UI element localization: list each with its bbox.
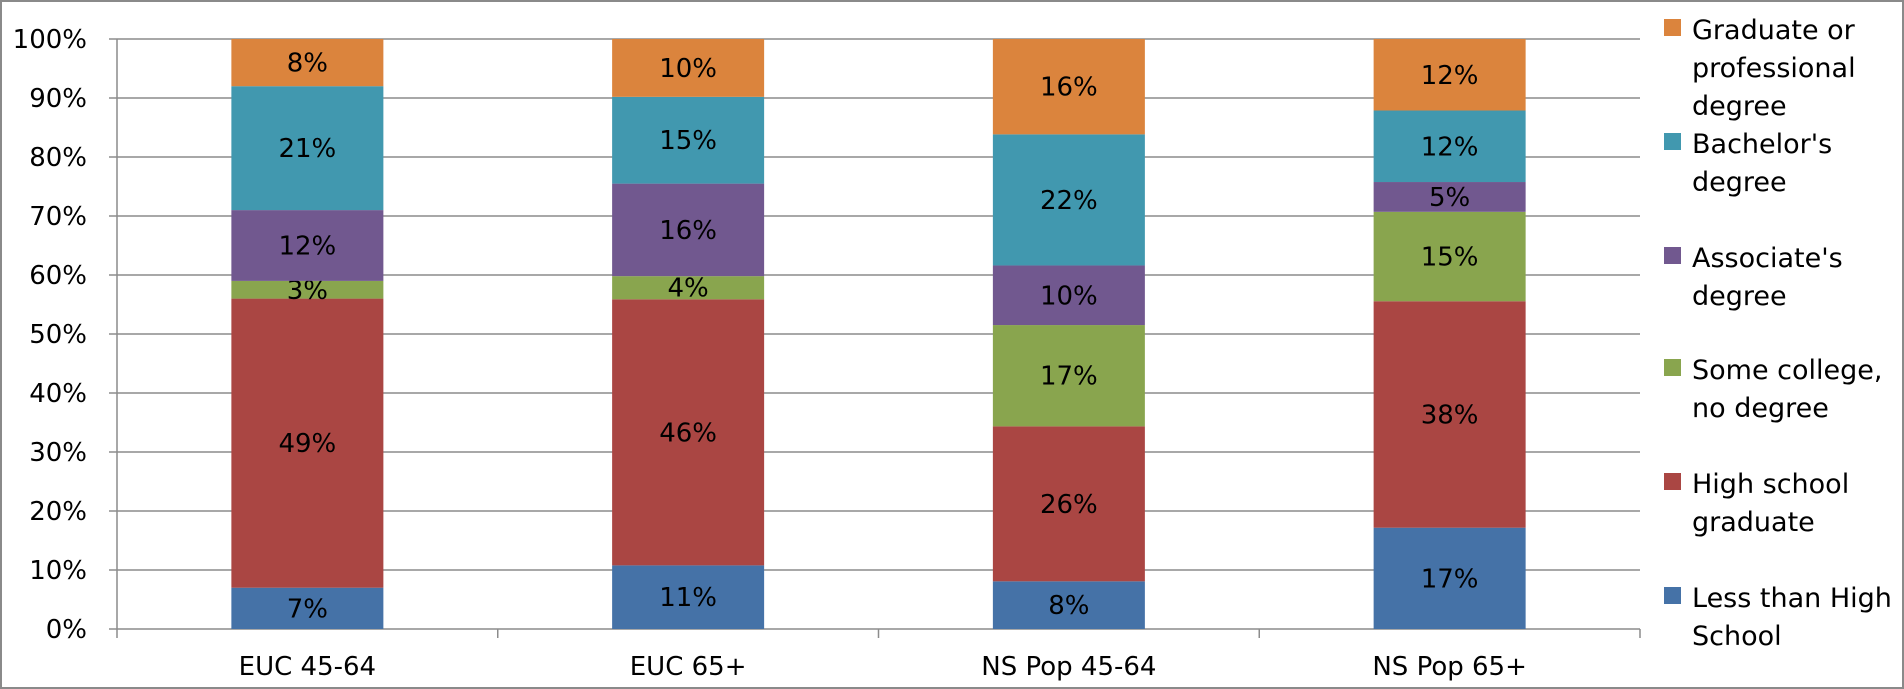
data-label: 8% — [1048, 591, 1089, 621]
legend-swatch — [1664, 133, 1681, 150]
bar-segment — [231, 86, 384, 211]
data-label: 21% — [278, 134, 336, 164]
data-label: 16% — [1040, 73, 1098, 103]
legend-label: degree — [1692, 91, 1787, 122]
legend-label: Associate's — [1692, 243, 1843, 274]
bar-segment — [1373, 211, 1526, 302]
bar-segment — [612, 96, 765, 184]
data-label: 8% — [287, 49, 328, 79]
bar-segment — [992, 39, 1145, 135]
x-category-label: EUC 45-64 — [239, 652, 376, 682]
bar-segment — [612, 299, 765, 566]
data-label: 5% — [1429, 183, 1470, 213]
legend-swatch — [1664, 473, 1681, 490]
legend-swatch — [1664, 19, 1681, 36]
y-tick-label: 80% — [29, 143, 87, 173]
bar-segment — [992, 134, 1145, 266]
bar-segment — [1373, 39, 1526, 111]
data-label: 10% — [659, 54, 717, 84]
bar-segment — [612, 183, 765, 277]
data-label: 38% — [1421, 400, 1479, 430]
data-label: 12% — [278, 232, 336, 262]
bar-segment — [612, 276, 765, 300]
y-tick-label: 100% — [13, 25, 87, 55]
legend-label: School — [1692, 621, 1782, 652]
y-tick-label: 40% — [29, 379, 87, 409]
data-label: 26% — [1040, 490, 1098, 520]
bar-segment — [231, 587, 384, 629]
data-label: 17% — [1421, 564, 1479, 594]
data-label: 12% — [1421, 61, 1479, 91]
y-tick-label: 20% — [29, 497, 87, 527]
legend-label: professional — [1692, 53, 1856, 84]
legend-swatch — [1664, 587, 1681, 604]
data-label: 16% — [659, 216, 717, 246]
legend-label: Less than High — [1692, 583, 1892, 614]
y-tick-label: 50% — [29, 320, 87, 350]
bar-segment — [231, 280, 384, 299]
bar-segment — [231, 298, 384, 588]
data-label: 12% — [1421, 132, 1479, 162]
data-label: 17% — [1040, 362, 1098, 392]
bar-segment — [231, 210, 384, 281]
bar-segment — [1373, 301, 1526, 528]
y-tick-label: 0% — [46, 615, 87, 645]
data-label: 7% — [287, 594, 328, 624]
x-category-label: NS Pop 65+ — [1372, 652, 1527, 682]
bar-segment — [612, 565, 765, 629]
data-label: 46% — [659, 418, 717, 448]
legend-label: graduate — [1692, 507, 1815, 538]
legend-swatch — [1664, 247, 1681, 264]
bar-segment — [612, 39, 765, 97]
y-tick-label: 30% — [29, 438, 87, 468]
data-label: 15% — [659, 126, 717, 156]
x-category-label: EUC 65+ — [630, 652, 747, 682]
bar-segment — [992, 325, 1145, 427]
data-label: 15% — [1421, 243, 1479, 273]
legend-label: degree — [1692, 281, 1787, 312]
legend-label: Some college, — [1692, 355, 1882, 386]
data-label: 10% — [1040, 281, 1098, 311]
bar-segment — [992, 426, 1145, 582]
bar-segment — [1373, 182, 1526, 212]
legend-label: degree — [1692, 167, 1787, 198]
y-tick-label: 70% — [29, 202, 87, 232]
data-label: 4% — [668, 274, 709, 304]
legend-swatch — [1664, 359, 1681, 376]
y-tick-label: 10% — [29, 556, 87, 586]
data-label: 49% — [278, 429, 336, 459]
legend-label: no degree — [1692, 393, 1829, 424]
bar-segment — [992, 265, 1145, 326]
y-tick-label: 90% — [29, 84, 87, 114]
data-label: 11% — [659, 583, 717, 613]
bar-segment — [992, 581, 1145, 629]
y-tick-label: 60% — [29, 261, 87, 291]
x-category-label: NS Pop 45-64 — [981, 652, 1156, 682]
bar-segment — [1373, 110, 1526, 183]
legend-label: Bachelor's — [1692, 129, 1832, 160]
legend-label: Graduate or — [1692, 15, 1856, 46]
bar-segment — [231, 39, 384, 87]
data-label: 22% — [1040, 186, 1098, 216]
bar-segment — [1373, 527, 1526, 629]
legend-label: High school — [1692, 469, 1849, 500]
